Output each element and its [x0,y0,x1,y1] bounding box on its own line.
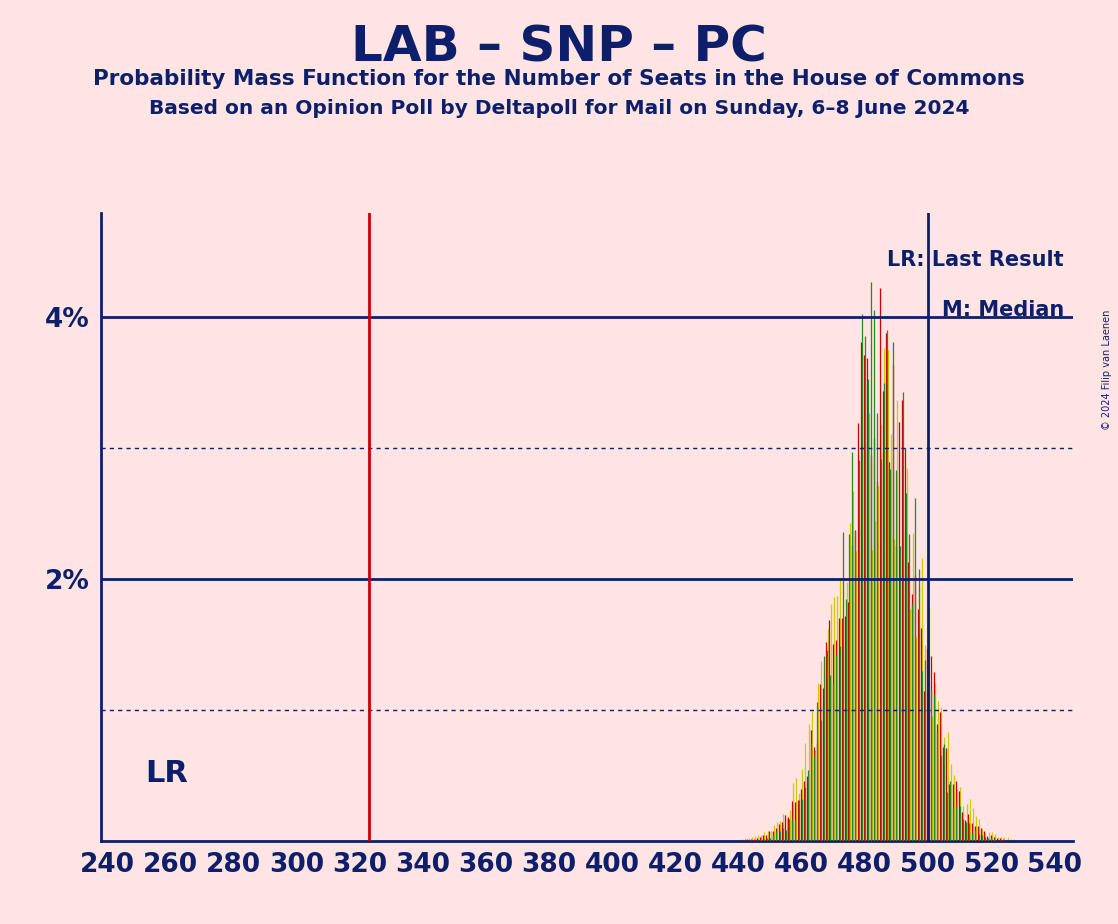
Text: LR: Last Result: LR: Last Result [888,250,1064,270]
Text: M: Median: M: Median [941,300,1064,321]
Text: Probability Mass Function for the Number of Seats in the House of Commons: Probability Mass Function for the Number… [93,69,1025,90]
Text: LAB – SNP – PC: LAB – SNP – PC [351,23,767,71]
Text: © 2024 Filip van Laenen: © 2024 Filip van Laenen [1102,310,1112,430]
Text: LR: LR [145,760,188,788]
Text: Based on an Opinion Poll by Deltapoll for Mail on Sunday, 6–8 June 2024: Based on an Opinion Poll by Deltapoll fo… [149,99,969,118]
